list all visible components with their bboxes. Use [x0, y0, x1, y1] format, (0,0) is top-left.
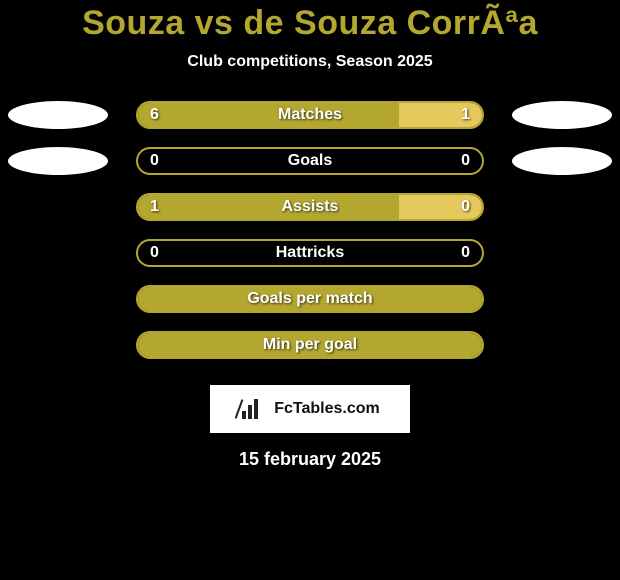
stats-rows: 61Matches00Goals10Assists00HattricksGoal… — [0, 101, 620, 377]
stat-row: 0 0Goals — [0, 147, 620, 175]
subtitle: Club competitions, Season 2025 — [187, 53, 432, 71]
brand-badge: FcTables.com — [210, 385, 410, 433]
avatar-spacer — [512, 193, 612, 221]
stat-value-left: 0 — [150, 241, 159, 265]
player-avatar-left — [8, 101, 108, 129]
stat-bar: Goals per match — [136, 285, 484, 313]
stat-value-right: 0 — [461, 149, 470, 173]
avatar-spacer — [8, 193, 108, 221]
player-avatar-left — [8, 147, 108, 175]
date-label: 15 february 2025 — [239, 449, 381, 470]
stat-value-right: 0 — [461, 195, 470, 219]
player-avatar-right — [512, 101, 612, 129]
stat-bar: Min per goal — [136, 331, 484, 359]
stat-row: 0 0Hattricks — [0, 239, 620, 267]
fill-left — [138, 333, 482, 357]
stat-row: Goals per match — [0, 285, 620, 313]
stat-row: Min per goal — [0, 331, 620, 359]
stat-row: 61Matches — [0, 101, 620, 129]
avatar-spacer — [8, 239, 108, 267]
stat-label: Goals — [138, 149, 482, 173]
stat-value-right: 1 — [461, 103, 470, 127]
brand-text: FcTables.com — [274, 400, 380, 418]
fill-left — [138, 287, 482, 311]
stat-bar: 0 0Hattricks — [136, 239, 484, 267]
chart-icon — [240, 399, 268, 419]
stat-value-left: 6 — [150, 103, 159, 127]
player-avatar-right — [512, 147, 612, 175]
stat-bar: 10Assists — [136, 193, 484, 221]
stat-bar: 61Matches — [136, 101, 484, 129]
stat-bar: 0 0Goals — [136, 147, 484, 175]
comparison-chart: Souza vs de Souza CorrÃªa Club competiti… — [0, 0, 620, 470]
stat-row: 10Assists — [0, 193, 620, 221]
avatar-spacer — [8, 285, 108, 313]
avatar-spacer — [8, 331, 108, 359]
stat-value-right: 0 — [461, 241, 470, 265]
stat-label: Hattricks — [138, 241, 482, 265]
stat-value-left: 0 — [150, 149, 159, 173]
avatar-spacer — [512, 285, 612, 313]
avatar-spacer — [512, 239, 612, 267]
fill-left — [138, 195, 399, 219]
avatar-spacer — [512, 331, 612, 359]
stat-value-left: 1 — [150, 195, 159, 219]
page-title: Souza vs de Souza CorrÃªa — [82, 4, 538, 43]
fill-left — [138, 103, 399, 127]
